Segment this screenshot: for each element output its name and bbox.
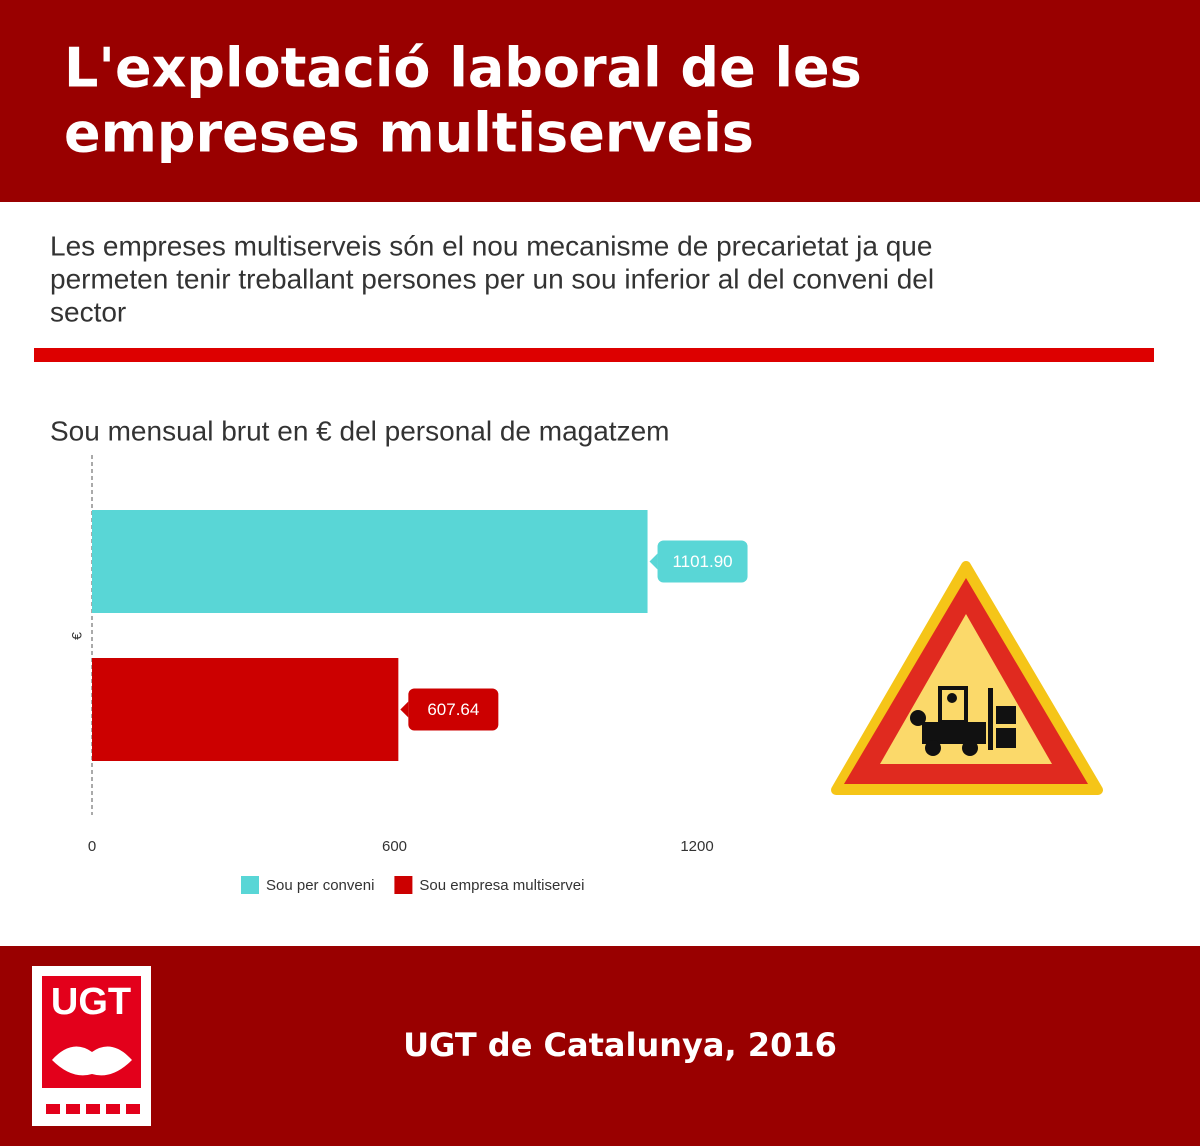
intro-line: permeten tenir treballant persones per u… [50,263,934,294]
value-label-bubble [657,540,748,583]
legend-swatch [241,876,259,894]
warning-sign [831,561,1103,795]
value-label: 1101.90 [672,552,732,571]
header-band [0,0,1200,202]
value-label: 607.64 [427,700,479,719]
legend-swatch [394,876,413,894]
bar [92,658,399,761]
x-tick-label: 1200 [680,838,713,855]
footer-credit: UGT de Catalunya, 2016 [403,1026,837,1064]
intro-line: Les empreses multiserveis són el nou mec… [50,230,932,261]
logo-hands [52,1046,132,1076]
chart-title: Sou mensual brut en € del personal de ma… [50,415,670,446]
divider [34,348,1154,362]
legend-label: Sou per conveni [266,877,374,894]
logo-stripes [46,1104,140,1114]
x-tick-label: 0 [88,838,96,855]
logo-text: UGT [51,981,131,1023]
legend-label: Sou empresa multiservei [419,877,584,894]
y-axis-label: € [69,632,85,640]
footer-band [0,946,1200,1146]
title-line: empreses multiserveis [64,102,754,165]
plot: 0 600 1200 1101.90 607.64 Sou per conveni Sou … [88,455,748,894]
value-label-bubble [408,688,499,731]
value-label-bubble [400,701,409,718]
title-line: L'explotació laboral de les [64,37,862,100]
x-tick-label: 600 [382,838,407,855]
bar [92,510,648,613]
intro-line: sector [50,296,126,327]
value-label-bubble [649,553,658,570]
